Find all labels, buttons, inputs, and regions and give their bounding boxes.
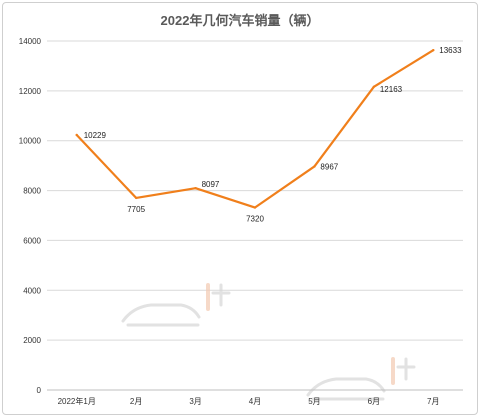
y-tick-label: 12000	[19, 87, 42, 96]
y-tick-label: 4000	[23, 286, 41, 295]
x-tick-label: 7月	[427, 397, 439, 406]
data-label: 13633	[439, 46, 462, 55]
y-tick-label: 2000	[23, 336, 41, 345]
y-axis-tick-labels: 0 2000 4000 6000 8000 10000 12000 14000	[19, 37, 42, 395]
data-labels: 10229 7705 8097 7320 8967 12163 13633	[84, 46, 462, 223]
data-point	[313, 165, 316, 168]
data-label: 12163	[380, 85, 403, 94]
watermark-logo	[121, 283, 416, 401]
x-tick-label: 2022年1月	[58, 396, 96, 406]
y-tick-label: 6000	[23, 236, 41, 245]
series-line	[75, 49, 435, 209]
x-tick-label: 5月	[308, 397, 320, 406]
data-point	[75, 133, 78, 137]
x-axis-tick-labels: 2022年1月 2月 3月 4月 5月 6月 7月	[58, 396, 440, 406]
y-tick-label: 14000	[19, 37, 42, 46]
line-chart: 2022年几何汽车销量（辆） 0 2000 4000 6000 8000 10000 120…	[19, 13, 463, 406]
y-tick-label: 0	[37, 386, 42, 395]
x-tick-label: 3月	[189, 397, 201, 406]
data-label: 7320	[246, 215, 264, 224]
y-tick-label: 8000	[23, 187, 41, 196]
data-point	[253, 206, 257, 209]
x-tick-label: 2月	[130, 397, 142, 406]
data-point	[372, 85, 376, 88]
data-point	[432, 48, 435, 52]
data-point	[134, 196, 138, 200]
data-point	[194, 186, 197, 190]
data-label: 10229	[84, 131, 107, 140]
chart-title: 2022年几何汽车销量（辆）	[161, 13, 320, 28]
x-tick-label: 4月	[249, 397, 261, 406]
gridlines	[47, 40, 463, 341]
data-label: 7705	[127, 205, 145, 214]
data-label: 8097	[202, 180, 220, 189]
data-label: 8967	[320, 162, 338, 171]
series-layer	[75, 48, 435, 209]
y-tick-label: 10000	[19, 137, 42, 146]
x-tick-label: 6月	[368, 397, 380, 406]
